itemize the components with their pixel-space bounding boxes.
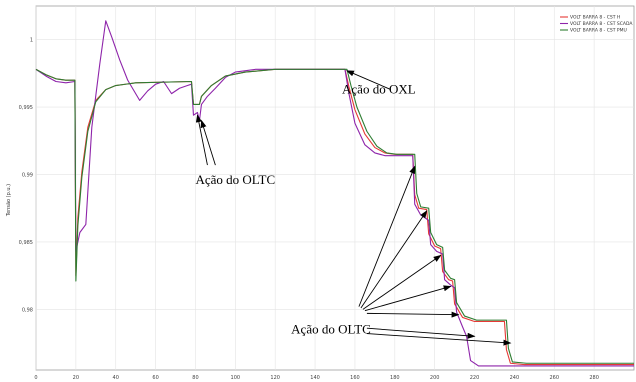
x-tick-label: 180 [390, 375, 400, 381]
y-tick-label: 0,98 [22, 307, 33, 313]
annotation-arrow [195, 114, 208, 166]
series-group [35, 20, 634, 367]
x-tick-label: 240 [510, 375, 520, 381]
annotation-arrow [358, 165, 416, 307]
legend-label: VOLT BARRA 8 - CST SCADA [570, 21, 633, 27]
annotation-arrow [346, 70, 391, 90]
x-tick-label: 0 [34, 375, 37, 381]
series-line [35, 20, 634, 367]
series-line [35, 68, 634, 364]
x-tick-label: 20 [73, 375, 79, 381]
y-tick-label: 0,99 [22, 173, 33, 179]
y-tick-label: 1 [30, 38, 33, 44]
x-tick-label: 120 [270, 375, 280, 381]
x-tick-label: 80 [192, 375, 198, 381]
series-line [35, 68, 634, 366]
annotation-arrow [366, 333, 512, 346]
annotation-label: Ação do OLTC [291, 322, 371, 337]
annotation-arrow [360, 210, 428, 309]
x-tick-label: 200 [430, 375, 440, 381]
x-tick-label: 140 [310, 375, 320, 381]
annotation-arrow [362, 254, 442, 310]
y-tick-label: 0,995 [19, 105, 33, 111]
annotation-label: Ação do OXL [342, 82, 416, 97]
plot-area [35, 5, 635, 371]
x-tick-label: 260 [549, 375, 559, 381]
x-tick-label: 100 [231, 375, 241, 381]
y-tick-label: 0,985 [19, 240, 33, 246]
grid [35, 6, 634, 370]
x-tick-label: 40 [113, 375, 119, 381]
annotation-label: Ação do OLTC [195, 172, 275, 187]
annotation-arrow [366, 327, 476, 339]
annotations: Ação do OXL Ação do OLTC Ação do OLTC [195, 82, 415, 337]
legend-label: VOLT BARRA 8 - CST PMU [570, 28, 627, 34]
x-tick-label: 160 [350, 375, 360, 381]
x-tick-label: 220 [470, 375, 480, 381]
y-axis-ticks: 1 0,995 0,99 0,985 0,98 [19, 38, 33, 314]
annotation-arrow [366, 311, 460, 318]
legend-label: VOLT BARRA 8 - CST H [570, 15, 620, 21]
annotation-arrow [200, 119, 216, 166]
annotation-arrows [195, 70, 512, 346]
x-tick-label: 280 [589, 375, 599, 381]
x-axis-ticks: 0 20 40 60 80 100 120 140 160 180 200 220 240 260 280 [34, 375, 599, 381]
y-axis-label: Tensão (p.u.) [6, 184, 12, 217]
x-tick-label: 60 [152, 375, 158, 381]
annotation-arrow [364, 285, 452, 312]
